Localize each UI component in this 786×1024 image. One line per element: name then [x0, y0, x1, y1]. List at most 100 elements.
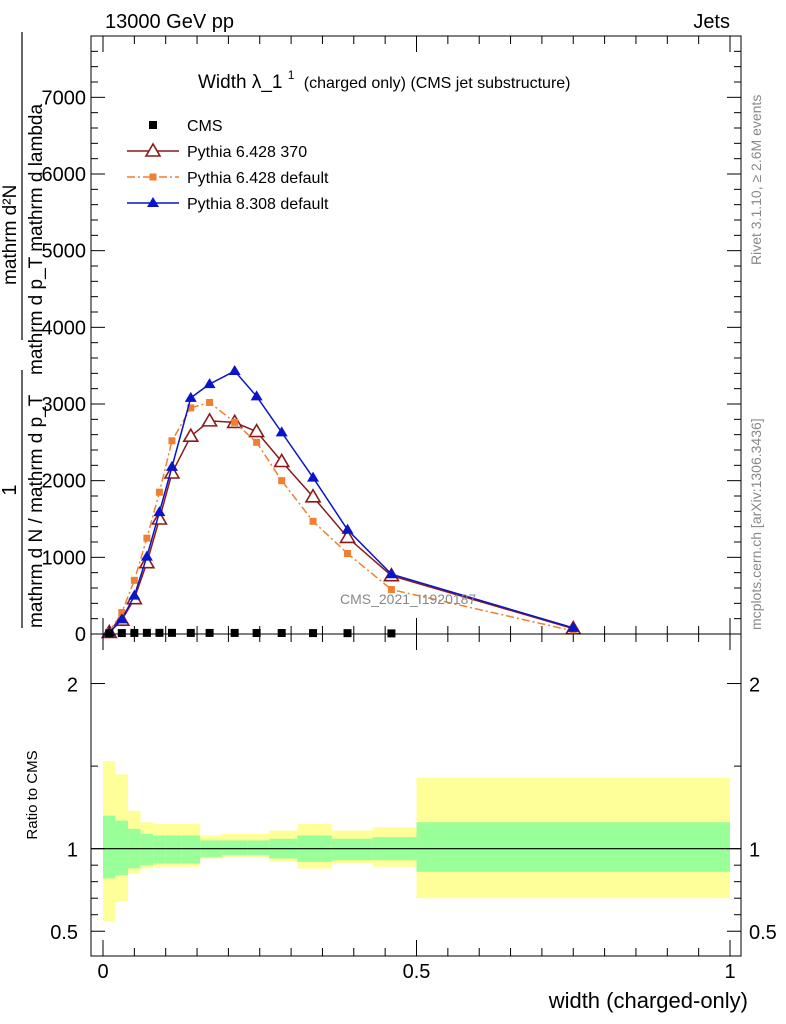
y-axis-label: 1 mathrm d N / mathrm d p_T mathrm d²N m…	[0, 32, 47, 628]
ratio-band-inner	[181, 835, 201, 864]
series-3-point	[385, 568, 398, 579]
ratio-band-inner	[165, 835, 182, 864]
x-tick-label: 1	[724, 961, 735, 983]
legend-label: Pythia 8.308 default	[187, 196, 329, 213]
series-2-point	[309, 517, 317, 525]
ratio-band-inner	[115, 820, 129, 876]
watermark: CMS_2021_I1920187	[340, 591, 476, 607]
cms-point	[387, 629, 396, 638]
ratio-ticks	[91, 634, 741, 956]
ratio-band-inner	[153, 835, 166, 864]
ratio-band-inner	[331, 838, 373, 861]
cms-point	[277, 629, 286, 638]
series-2-point	[155, 488, 163, 496]
series-2-point	[168, 437, 176, 445]
series-2-point	[387, 586, 395, 594]
series-2-point	[231, 418, 239, 426]
legend-marker	[144, 142, 162, 157]
cms-point	[155, 628, 164, 637]
series-3-point	[203, 378, 216, 389]
header-right: Jets	[693, 11, 730, 33]
ratio-y-tick-label: 1	[67, 840, 78, 862]
y-label-den2: mathrm d p_T mathrm d lambda	[26, 104, 47, 375]
ratio-y-tick-label: 2	[67, 675, 78, 697]
main-y-tick-label: 6000	[42, 164, 87, 186]
ratio-band-inner	[222, 840, 248, 856]
series-3-point	[165, 460, 178, 471]
ratio-band-inner	[416, 822, 730, 872]
plot-title-suffix: (charged only) (CMS jet substructure)	[304, 75, 571, 92]
ratio-bands	[103, 761, 730, 922]
x-tick-label: 0.5	[403, 961, 431, 983]
legend-marker	[149, 121, 157, 129]
series-3-point	[567, 621, 580, 632]
series-1-point	[339, 528, 356, 544]
y-label-den1: mathrm d N / mathrm d p_T	[26, 394, 47, 628]
ratio-y-tick-label-right: 2	[749, 675, 760, 697]
cms-point	[230, 628, 239, 637]
ratio-y-tick-label: 0.5	[50, 922, 78, 944]
series-2-point	[118, 609, 126, 617]
ratio-band-inner	[140, 833, 154, 866]
series-3-point	[307, 471, 320, 482]
ratio-band-inner	[103, 815, 116, 879]
series-2-point	[344, 550, 352, 557]
series-2-point	[253, 438, 261, 446]
cms-point	[130, 628, 139, 637]
x-tick-label: 0	[97, 961, 108, 983]
y-label-num1: 1	[0, 484, 21, 495]
series-2-point	[206, 398, 214, 406]
rivet-text: Rivet 3.1.10, ≥ 2.6M events	[748, 95, 764, 265]
series-2-point	[187, 404, 195, 412]
series-3-point	[115, 613, 128, 624]
x-tick-labels: 0 0.5 1	[97, 961, 735, 983]
series-1-point	[163, 464, 181, 479]
main-panel: CMS_2021_I1920187 0 1000 2000 3000 4000 5000 6…	[42, 35, 742, 646]
cms-point	[142, 628, 151, 637]
legend-label: CMS	[187, 118, 223, 135]
series-1-point	[248, 423, 266, 438]
series-1-point	[201, 412, 218, 427]
series-3-point	[250, 390, 263, 401]
plot-title: Width λ_1 1 (charged only) (CMS jet subs…	[198, 63, 571, 93]
series-3-point	[153, 506, 166, 517]
main-series	[100, 365, 582, 639]
main-y-tick-label: 4000	[42, 317, 87, 339]
series-2-point	[143, 534, 151, 542]
cms-point	[117, 629, 126, 638]
series-3-point	[184, 391, 197, 402]
main-y-tick-label: 5000	[42, 241, 87, 263]
cms-point	[205, 628, 214, 637]
main-y-tick-labels: 0 1000 2000 3000 4000 5000 6000 7000	[42, 87, 87, 646]
cms-point	[186, 628, 195, 637]
series-1-point	[151, 510, 168, 525]
cms-point	[105, 629, 114, 638]
ratio-y-label: Ratio to CMS	[24, 750, 41, 839]
main-y-tick-label: 1000	[42, 547, 87, 569]
ratio-y-tick-label-right: 1	[749, 840, 760, 862]
series-3-point	[275, 426, 288, 437]
main-ticks	[91, 36, 741, 635]
ratio-frame	[90, 633, 742, 957]
cms-point	[167, 628, 176, 637]
series-1-point	[273, 452, 291, 468]
series-3-point	[140, 550, 153, 561]
ratio-panel: 0.5 0.51 12 2 0 0.5 1	[50, 633, 777, 983]
legend-label: Pythia 6.428 default	[187, 170, 329, 187]
mcplots-text: mcplots.cern.ch [arXiv:1306.3436]	[748, 418, 764, 630]
legend: CMS Pythia 6.428 370 Pythia 6.428 default P…	[127, 118, 329, 213]
ratio-band-inner	[247, 840, 270, 856]
series-2-point	[278, 477, 286, 485]
legend-marker	[147, 197, 159, 207]
cms-point	[343, 629, 352, 638]
plot-title-sup: 1	[288, 68, 295, 82]
main-y-tick-label: 7000	[42, 87, 87, 109]
main-y-tick-label: 3000	[42, 394, 87, 416]
main-y-tick-label: 0	[75, 624, 86, 646]
cms-point	[252, 629, 261, 638]
ratio-y-tick-label-right: 0.5	[749, 922, 777, 944]
series-1-point	[304, 488, 322, 503]
legend-label: Pythia 6.428 370	[187, 144, 307, 161]
series-3-point	[341, 523, 354, 534]
